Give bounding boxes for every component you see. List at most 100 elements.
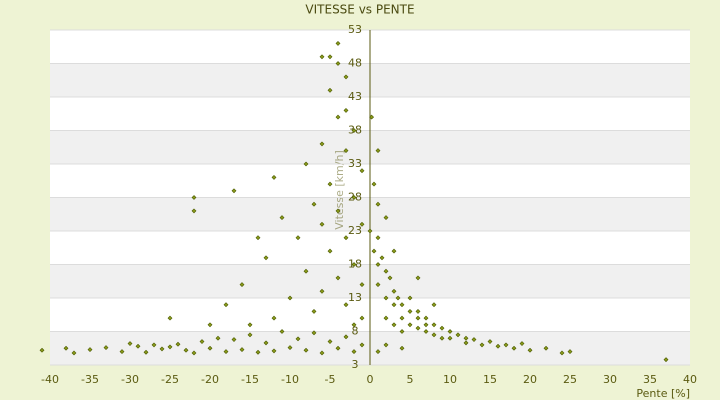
point bbox=[335, 40, 341, 46]
point bbox=[199, 339, 205, 344]
point bbox=[335, 114, 341, 120]
point bbox=[39, 347, 45, 353]
y-tick-label: 43 bbox=[348, 90, 362, 103]
point bbox=[479, 342, 485, 348]
point bbox=[351, 195, 357, 200]
point bbox=[471, 337, 477, 342]
point bbox=[431, 332, 437, 338]
point bbox=[369, 114, 375, 120]
point bbox=[447, 329, 453, 334]
y-tick-label: 53 bbox=[348, 23, 362, 36]
point bbox=[223, 349, 229, 355]
x-tick-label: 35 bbox=[643, 373, 657, 386]
point bbox=[463, 335, 469, 341]
point bbox=[239, 282, 245, 288]
point bbox=[327, 339, 333, 344]
point bbox=[311, 330, 317, 336]
point bbox=[415, 325, 421, 331]
point bbox=[343, 148, 349, 154]
point bbox=[391, 288, 397, 294]
point bbox=[567, 349, 573, 355]
point bbox=[167, 315, 173, 321]
point bbox=[287, 295, 293, 301]
point bbox=[351, 322, 357, 328]
point bbox=[359, 221, 365, 227]
point bbox=[383, 215, 389, 221]
point bbox=[343, 107, 349, 113]
x-tick-label: -15 bbox=[241, 373, 259, 386]
point bbox=[223, 302, 229, 308]
point bbox=[303, 347, 309, 353]
point bbox=[239, 347, 245, 353]
x-tick-label: 5 bbox=[407, 373, 414, 386]
point bbox=[375, 262, 381, 267]
point bbox=[407, 308, 413, 314]
point bbox=[383, 342, 389, 348]
point bbox=[335, 208, 341, 214]
point bbox=[279, 215, 285, 221]
point bbox=[431, 302, 437, 308]
point bbox=[103, 345, 109, 351]
x-tick-label: 15 bbox=[483, 373, 497, 386]
point bbox=[255, 349, 261, 355]
y-tick-label: 33 bbox=[348, 157, 362, 170]
x-tick-label: 40 bbox=[683, 373, 697, 386]
point bbox=[327, 181, 333, 187]
point bbox=[375, 201, 381, 207]
point bbox=[319, 141, 325, 147]
point bbox=[423, 315, 429, 321]
point bbox=[383, 315, 389, 321]
y-tick-label: 3 bbox=[352, 358, 359, 371]
point bbox=[375, 235, 381, 241]
point bbox=[399, 302, 405, 308]
point bbox=[463, 340, 469, 346]
point bbox=[271, 348, 277, 354]
point bbox=[423, 329, 429, 334]
point bbox=[319, 288, 325, 294]
point bbox=[371, 181, 377, 187]
point bbox=[327, 54, 333, 60]
point bbox=[191, 350, 197, 356]
point bbox=[191, 208, 197, 214]
point bbox=[135, 343, 141, 349]
x-tick-label: 25 bbox=[563, 373, 577, 386]
point bbox=[455, 332, 461, 338]
x-tick-label: -20 bbox=[201, 373, 219, 386]
point bbox=[375, 148, 381, 154]
point bbox=[231, 188, 237, 194]
x-axis-label: Pente [%] bbox=[636, 387, 690, 400]
point bbox=[311, 308, 317, 314]
point bbox=[351, 128, 357, 133]
point bbox=[359, 315, 365, 321]
point bbox=[303, 161, 309, 167]
point bbox=[495, 343, 501, 349]
point bbox=[383, 268, 389, 274]
point bbox=[423, 322, 429, 328]
point bbox=[295, 336, 301, 342]
point bbox=[271, 174, 277, 180]
x-tick-label: -10 bbox=[281, 373, 299, 386]
point bbox=[343, 74, 349, 80]
y-tick-label: 48 bbox=[348, 57, 362, 70]
point bbox=[431, 322, 437, 328]
point bbox=[183, 347, 189, 353]
point bbox=[263, 340, 269, 346]
point bbox=[415, 315, 421, 321]
point bbox=[559, 350, 565, 356]
point bbox=[391, 322, 397, 328]
point bbox=[231, 337, 237, 342]
point bbox=[167, 344, 173, 350]
x-tick-label: -5 bbox=[325, 373, 336, 386]
point bbox=[327, 248, 333, 254]
point bbox=[63, 345, 69, 351]
x-tick-label: 0 bbox=[367, 373, 374, 386]
point bbox=[351, 262, 357, 267]
point bbox=[319, 54, 325, 60]
point bbox=[247, 332, 253, 338]
point bbox=[663, 357, 669, 363]
point bbox=[87, 347, 93, 353]
point bbox=[215, 335, 221, 341]
point bbox=[343, 235, 349, 241]
point bbox=[487, 339, 493, 344]
